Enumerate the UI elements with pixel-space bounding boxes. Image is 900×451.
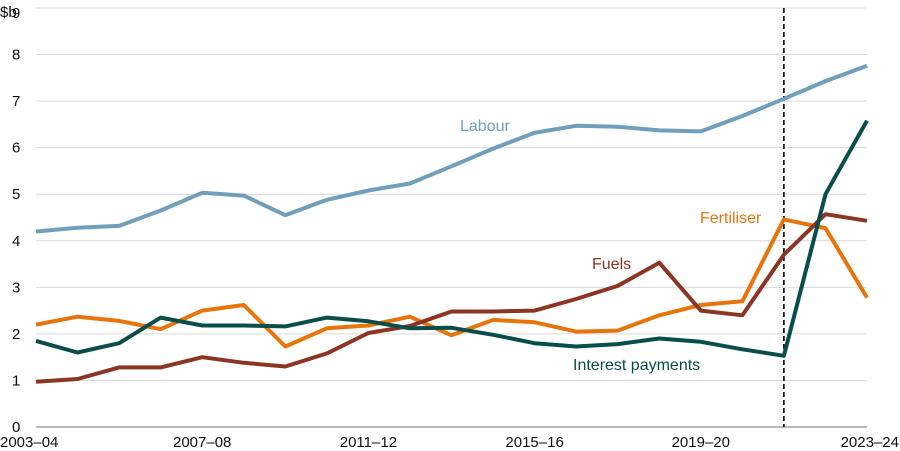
series-label: Fertiliser [700,210,762,227]
y-tick-label: 1 [12,372,20,389]
x-tick-label: 2019–20 [672,434,730,451]
series-lines [35,63,869,384]
x-tick-label: 2023–24 [841,434,899,451]
x-axis-ticks: 2003–04 2007–08 2011–12 2015–16 2019–20 2023–… [0,434,899,451]
y-tick-label: 0 [12,419,20,436]
y-tick-label: 2 [12,326,20,343]
series-line-labour [35,63,868,234]
x-tick-label: 2011–12 [340,434,397,451]
series-labels: Labour Fertiliser Fuels Interest payments [460,118,762,374]
y-tick-label: 8 [12,47,20,64]
y-axis-unit-label: $b [0,4,17,21]
y-tick-label: 4 [12,233,20,250]
y-axis-ticks: 0 1 2 3 4 5 6 7 8 9 [12,5,20,436]
series-label: Fuels [592,256,631,273]
x-tick-label: 2015–16 [505,434,563,451]
y-tick-label: 9 [12,5,20,22]
x-tick-label: 2007–08 [173,434,231,451]
gridlines [36,7,867,381]
series-line-fuels [35,212,868,384]
series-line-interest-payments [35,119,869,358]
y-tick-label: 5 [12,186,20,203]
y-tick-label: 3 [12,279,20,296]
y-tick-label: 6 [12,140,20,157]
series-label: Labour [460,118,510,135]
series-label: Interest payments [573,357,700,374]
series-line-fertiliser [35,217,869,349]
x-tick-label: 2003–04 [0,434,58,451]
y-tick-label: 7 [12,93,20,110]
